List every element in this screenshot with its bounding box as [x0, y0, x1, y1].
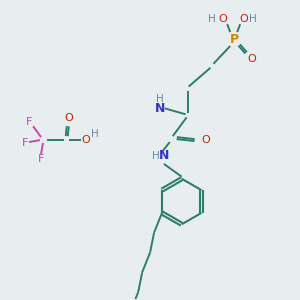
Text: O: O — [64, 113, 73, 123]
Text: N: N — [155, 102, 165, 115]
Text: H: H — [208, 14, 215, 24]
Text: N: N — [159, 149, 169, 162]
Text: F: F — [38, 154, 44, 164]
Text: O: O — [218, 14, 227, 24]
Text: O: O — [201, 135, 210, 145]
Text: H: H — [91, 129, 98, 139]
Text: O: O — [240, 14, 248, 24]
Text: H: H — [152, 151, 160, 161]
Text: F: F — [26, 117, 32, 127]
Text: P: P — [230, 32, 239, 46]
Text: O: O — [81, 135, 90, 145]
Text: O: O — [248, 54, 256, 64]
Text: F: F — [22, 138, 28, 148]
Text: H: H — [156, 94, 164, 104]
Text: H: H — [249, 14, 257, 24]
